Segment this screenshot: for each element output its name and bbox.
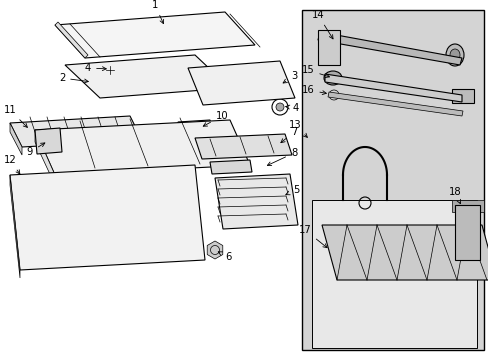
Ellipse shape [324, 71, 341, 85]
Text: 8: 8 [267, 148, 297, 166]
Polygon shape [35, 130, 55, 185]
Ellipse shape [449, 49, 459, 61]
Bar [451, 200, 483, 212]
Text: 5: 5 [285, 185, 299, 195]
Text: 13: 13 [288, 120, 307, 138]
Text: 1: 1 [151, 0, 163, 24]
Text: 3: 3 [283, 71, 297, 83]
Polygon shape [65, 55, 229, 98]
Text: 18: 18 [448, 187, 460, 204]
Text: 15: 15 [301, 65, 329, 77]
Text: 16: 16 [301, 85, 325, 95]
Bar [451, 89, 473, 103]
Polygon shape [10, 165, 204, 270]
Text: 2: 2 [59, 73, 88, 83]
Polygon shape [209, 160, 251, 174]
Bar [311, 200, 476, 348]
Bar [302, 10, 483, 350]
Polygon shape [321, 225, 488, 280]
Text: 4: 4 [285, 103, 299, 113]
Polygon shape [10, 175, 20, 278]
Text: 17: 17 [298, 225, 326, 248]
Polygon shape [35, 128, 62, 154]
Text: 12: 12 [3, 155, 20, 174]
Circle shape [106, 66, 114, 74]
Polygon shape [35, 120, 249, 175]
Polygon shape [10, 123, 22, 155]
Polygon shape [454, 205, 479, 260]
Text: 4: 4 [85, 63, 106, 73]
Polygon shape [327, 92, 462, 116]
Circle shape [275, 103, 284, 111]
Polygon shape [178, 120, 215, 142]
Text: 10: 10 [203, 111, 228, 126]
Polygon shape [215, 174, 297, 229]
Polygon shape [325, 74, 461, 102]
Polygon shape [55, 12, 254, 58]
Text: 7: 7 [280, 127, 297, 143]
Text: 11: 11 [3, 105, 27, 127]
Ellipse shape [445, 44, 463, 66]
Polygon shape [55, 22, 88, 58]
Polygon shape [187, 61, 294, 105]
Polygon shape [10, 116, 142, 147]
Polygon shape [317, 32, 461, 65]
Bar [451, 253, 483, 265]
Polygon shape [178, 122, 183, 150]
Text: 9: 9 [27, 143, 45, 157]
Circle shape [271, 99, 287, 115]
Circle shape [102, 62, 118, 78]
Polygon shape [195, 134, 291, 159]
Text: 14: 14 [311, 10, 332, 39]
Text: 6: 6 [218, 252, 231, 262]
Polygon shape [317, 30, 339, 65]
